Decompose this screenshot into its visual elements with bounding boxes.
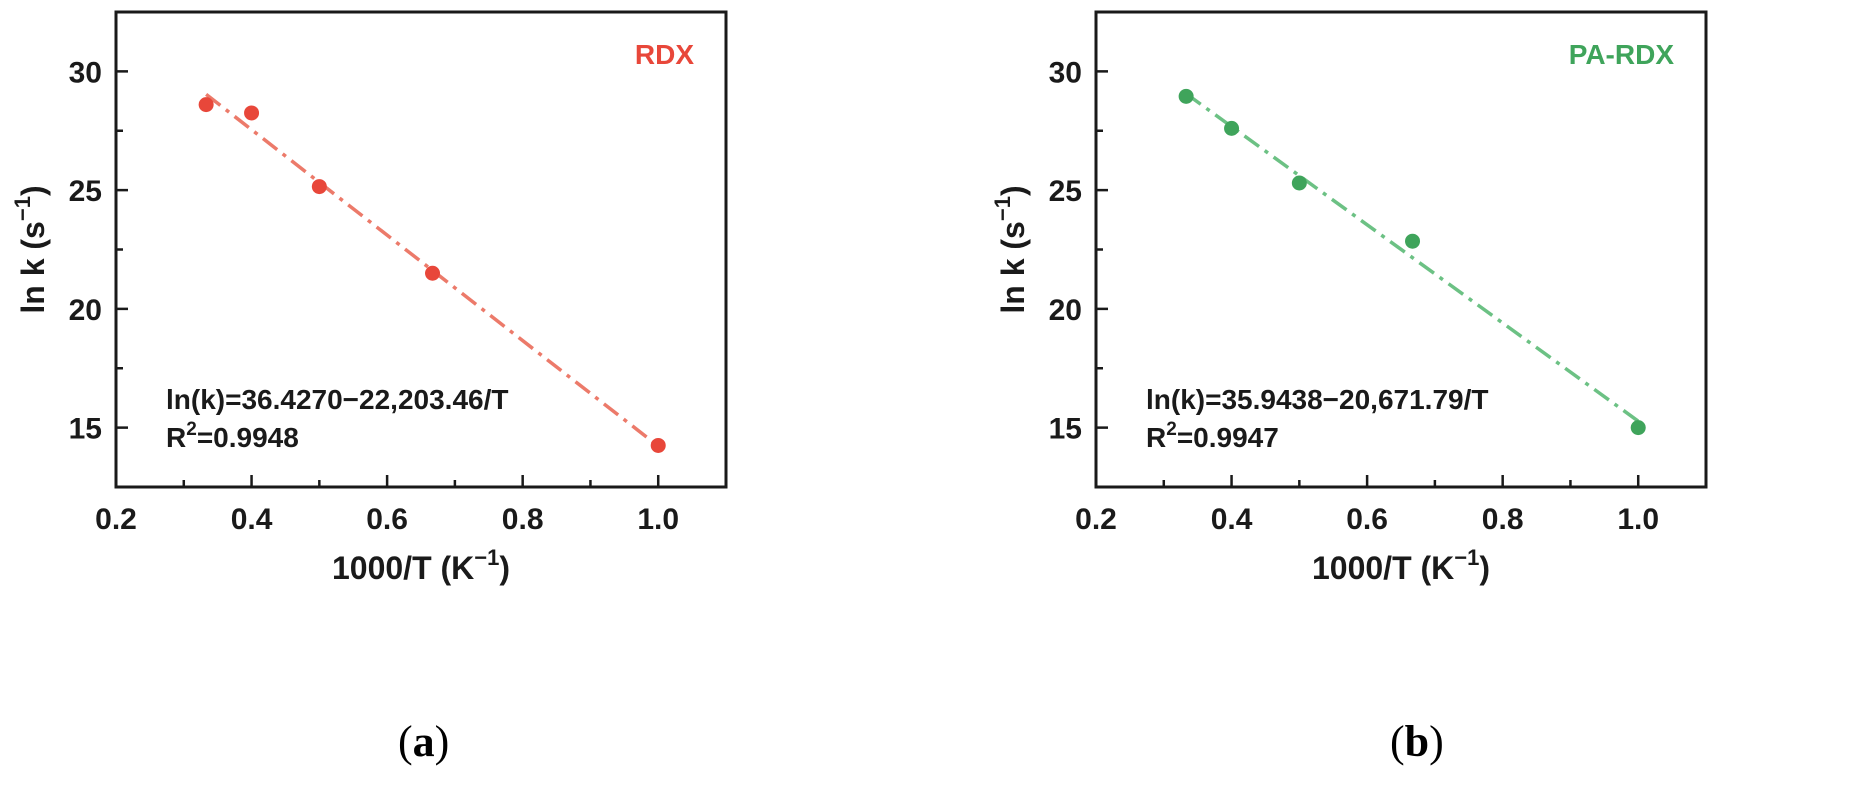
x-tick-label: 0.2 xyxy=(1075,503,1117,536)
data-point xyxy=(1630,420,1646,436)
data-point xyxy=(244,105,260,121)
plot-frame xyxy=(114,10,728,489)
series-label: RDX xyxy=(635,39,694,70)
x-tick-label: 1.0 xyxy=(637,503,679,536)
y-tick-label: 30 xyxy=(69,56,102,89)
y-tick-label: 30 xyxy=(1049,56,1082,89)
chart-b-svg: 0.2 0.4 0.6 0.8 1.0 15 20 25 30 1000/T (K−1) ln k … xyxy=(990,10,1708,586)
fit-equation: ln(k)=35.9438−20,671.79/T xyxy=(1146,384,1488,415)
fit-line xyxy=(205,92,660,448)
y-tick-label: 15 xyxy=(1049,413,1082,446)
data-point xyxy=(1291,175,1307,191)
fit-line xyxy=(1185,92,1640,423)
y-axis-title: ln k (s−1) xyxy=(10,185,51,313)
x-tick-label: 0.4 xyxy=(231,503,273,536)
r-squared: R2=0.9947 xyxy=(1146,419,1279,453)
data-point xyxy=(198,97,214,113)
chart-a-svg: 0.2 0.4 0.6 0.8 1.0 15 20 25 30 1000/T (K−1) ln k … xyxy=(10,10,728,586)
data-point xyxy=(425,265,441,281)
caption-b: (b) xyxy=(1390,717,1444,766)
y-tick-label: 15 xyxy=(69,413,102,446)
x-axis-title: 1000/T (K−1) xyxy=(332,545,510,586)
caption-a: (a) xyxy=(398,717,450,766)
y-tick-label: 25 xyxy=(1049,175,1082,208)
y-axis-title: ln k (s−1) xyxy=(990,185,1031,313)
x-axis-title: 1000/T (K−1) xyxy=(1312,545,1490,586)
y-tick-label: 20 xyxy=(69,294,102,327)
data-point xyxy=(1405,233,1421,249)
x-tick-label: 0.8 xyxy=(1482,503,1524,536)
x-tick-label: 0.6 xyxy=(366,503,408,536)
r-squared: R2=0.9948 xyxy=(166,419,299,453)
x-tick-label: 0.6 xyxy=(1346,503,1388,536)
data-point xyxy=(1178,88,1194,104)
x-tick-label: 1.0 xyxy=(1617,503,1659,536)
data-point xyxy=(311,179,327,195)
data-point xyxy=(1224,120,1240,136)
y-tick-label: 25 xyxy=(69,175,102,208)
x-tick-label: 0.2 xyxy=(95,503,137,536)
x-tick-label: 0.8 xyxy=(502,503,544,536)
data-point xyxy=(650,437,666,453)
chart-panel-b: 0.2 0.4 0.6 0.8 1.0 15 20 25 30 1000/T (K−1) ln k … xyxy=(980,0,1860,705)
chart-panel-a: 0.2 0.4 0.6 0.8 1.0 15 20 25 30 1000/T (K−1) ln k … xyxy=(0,0,880,705)
y-tick-label: 20 xyxy=(1049,294,1082,327)
x-tick-label: 0.4 xyxy=(1211,503,1253,536)
series-label: PA-RDX xyxy=(1569,39,1675,70)
fit-equation: ln(k)=36.4270−22,203.46/T xyxy=(166,384,508,415)
